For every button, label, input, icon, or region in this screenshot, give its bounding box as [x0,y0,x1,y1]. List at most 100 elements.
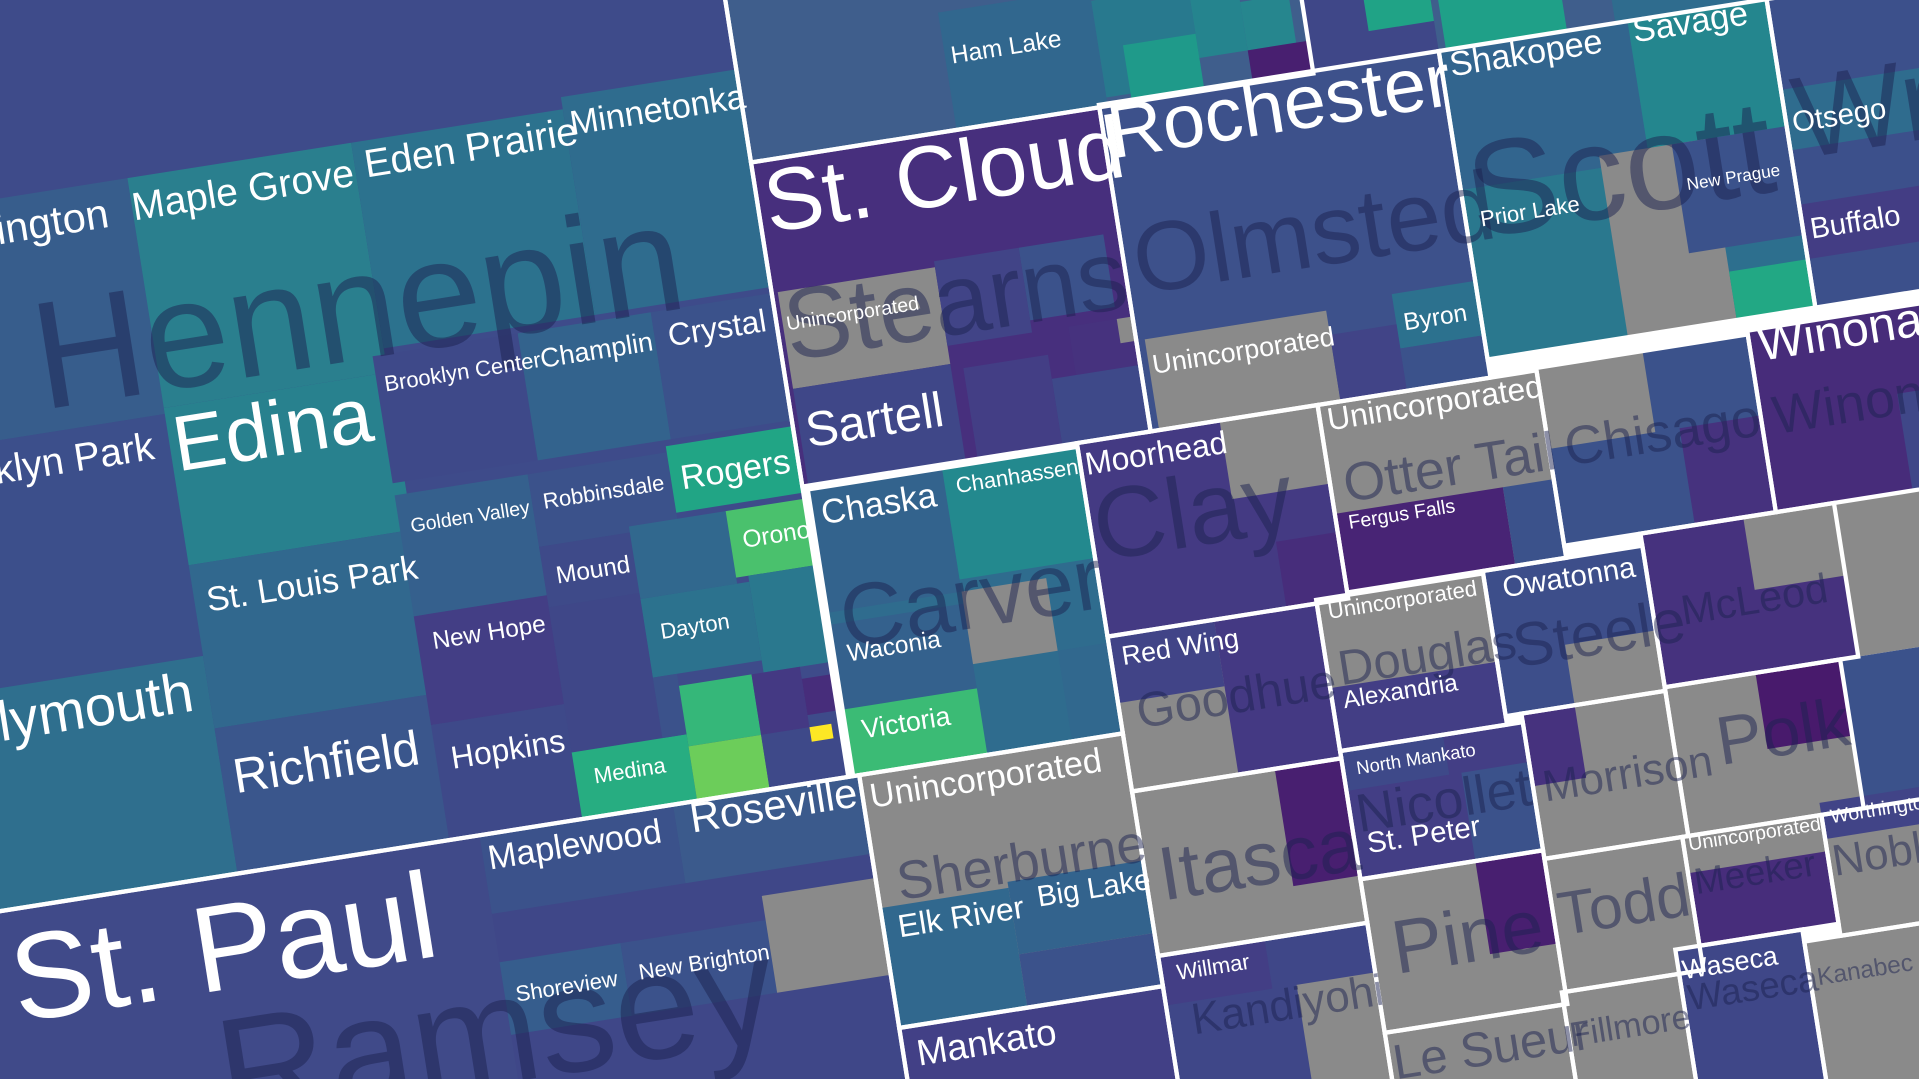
city-area [761,877,891,993]
city-area [829,603,977,710]
city-area [665,426,804,513]
city-area [214,693,462,874]
city-area [809,723,834,742]
city-area [413,595,565,726]
city-area [372,333,538,484]
region [1425,0,1567,50]
city-area [1521,705,1587,787]
city-area [1681,808,1828,874]
city-area [1799,167,1919,260]
city-area [1107,619,1225,704]
county-area [1804,915,1919,1079]
city-area [1565,630,1666,706]
city-area [842,688,988,777]
region [1833,463,1919,657]
city-area [163,372,413,566]
city-area [1334,487,1516,593]
city-area [1679,415,1776,526]
city-area [0,178,165,487]
city-area [963,354,1063,459]
county-border [0,772,970,1079]
county-border [1818,763,1919,939]
city-area [1743,502,1846,590]
city-area [1018,234,1115,321]
county-border [1764,0,1919,311]
region [1357,0,1434,32]
city-area [188,529,439,729]
city-area [688,734,770,801]
city-area [628,511,738,600]
city-area [1051,364,1151,446]
city-area [127,142,388,408]
city-area [1330,661,1508,752]
city-area [1502,479,1567,566]
city-area [1213,603,1342,775]
city-area [640,581,762,678]
city-area [650,293,792,440]
city-area [880,887,1028,1028]
city-area [652,673,687,739]
city-area [1329,324,1408,402]
county-border [1744,279,1919,515]
city-area [725,498,815,578]
county-area [1544,836,1704,992]
city-area [933,247,1033,346]
county-border [1801,913,1919,1079]
city-area [1391,280,1484,349]
city-area [479,804,686,914]
city-area [1438,21,1650,191]
city-area [394,474,547,617]
city-area [560,69,771,315]
city-area [1536,351,1656,449]
region [1292,0,1439,71]
county-border [1155,920,1443,1079]
county-border [1672,927,1867,1079]
city-area [1189,0,1248,58]
city-area [1018,932,1163,1008]
city-area [1274,758,1360,887]
city-area [1780,52,1919,151]
city-area [548,592,663,753]
city-area [1671,126,1804,254]
city-area [1158,939,1273,1006]
city-area [0,835,588,1079]
city-area [1400,335,1491,391]
city-area [527,452,679,547]
city-area [351,109,596,349]
city-area [1475,850,1558,955]
city-area [777,267,951,389]
city-area [1057,642,1123,742]
city-area [941,446,1096,580]
city-area [1296,972,1393,1079]
city-area [807,468,962,613]
city-area [961,578,1058,665]
city-area [672,775,872,884]
county-border [1559,971,1740,1079]
city-area [539,532,640,608]
city-area [1122,33,1205,103]
county-border [896,983,1234,1079]
city-area [1275,531,1349,609]
city-area [1144,310,1341,431]
region [1840,617,1919,809]
city-area [1627,0,1787,149]
city-area [1755,659,1853,750]
county-border [1382,1002,1622,1079]
city-area [517,312,671,461]
city-area [801,674,838,716]
city-area [0,414,204,729]
city-area [0,655,238,947]
city-area [1729,259,1816,321]
city-area [678,674,762,747]
city-area [1461,762,1544,862]
city-area [620,920,778,1016]
city-area [499,943,632,1035]
city-area [1007,860,1155,955]
city-area [793,363,966,486]
city-area [1460,167,1628,360]
city-area [748,565,831,673]
city-area [751,666,810,735]
